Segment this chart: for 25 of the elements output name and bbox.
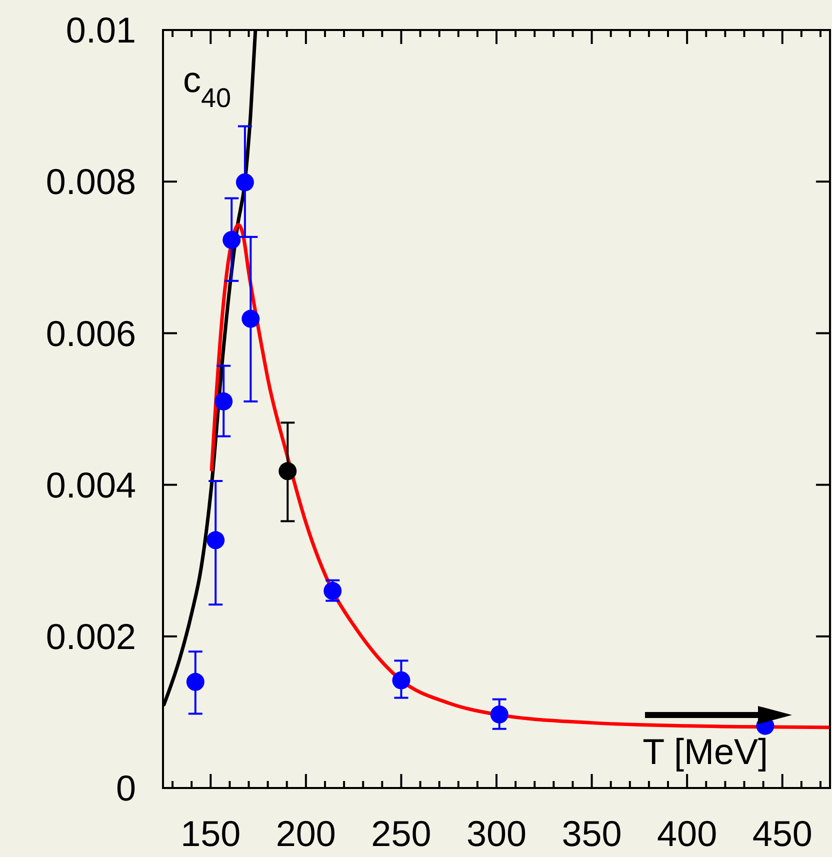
point: [242, 310, 260, 328]
x-tick-label: 250: [371, 813, 432, 854]
annotation: c$_{40}$: [183, 59, 232, 113]
x-tick-label: 400: [657, 813, 718, 854]
x-axis-title: T [MeV]: [642, 731, 768, 772]
point: [490, 705, 508, 724]
line-series: [210, 223, 830, 730]
point: [236, 173, 254, 192]
y-tick-label: 0.004: [46, 464, 136, 506]
point: [222, 230, 241, 249]
y-tick-label: 0.008: [46, 161, 136, 202]
x-tick-label: 150: [180, 813, 241, 854]
point: [392, 671, 410, 690]
y-tick-label: 0: [116, 768, 136, 809]
point: [186, 672, 204, 691]
point: [206, 531, 225, 550]
x-tick-label: 300: [466, 813, 527, 854]
y-tick-label: 0.002: [46, 616, 136, 657]
x-tick-label: 200: [276, 813, 336, 854]
point: [278, 462, 297, 480]
x-tick-label: 450: [752, 813, 812, 854]
point: [214, 392, 233, 410]
y-tick-label: 0.01: [66, 10, 136, 51]
x-tick-label: 350: [562, 813, 622, 854]
y-tick-label: 0.006: [46, 312, 136, 354]
